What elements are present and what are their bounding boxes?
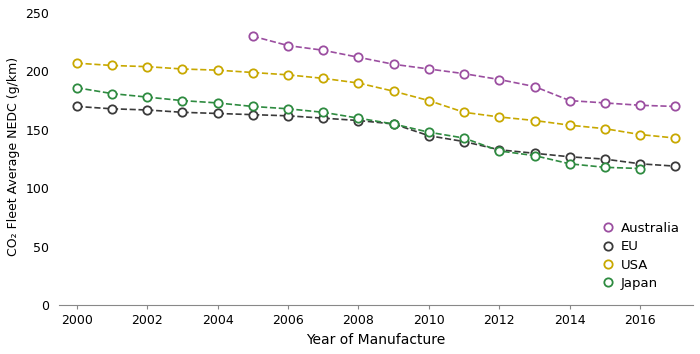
Japan xyxy=(73,86,81,90)
Australia xyxy=(601,101,609,105)
Japan xyxy=(389,122,398,126)
USA xyxy=(495,115,503,119)
USA xyxy=(636,132,645,137)
Japan xyxy=(108,91,116,96)
Australia xyxy=(354,55,363,59)
Australia xyxy=(460,72,468,76)
Australia xyxy=(389,62,398,67)
Australia xyxy=(425,67,433,71)
EU xyxy=(566,155,574,159)
Australia xyxy=(495,78,503,82)
EU xyxy=(143,108,151,112)
USA xyxy=(460,110,468,114)
Japan xyxy=(460,136,468,140)
Australia xyxy=(636,103,645,107)
EU xyxy=(354,118,363,122)
Japan xyxy=(284,107,292,111)
Australia xyxy=(531,84,539,88)
EU xyxy=(319,116,328,120)
USA xyxy=(531,118,539,122)
Japan xyxy=(636,166,645,171)
EU xyxy=(284,114,292,118)
Y-axis label: CO₂ Fleet Average NEDC (g/km): CO₂ Fleet Average NEDC (g/km) xyxy=(7,57,20,256)
EU xyxy=(460,139,468,144)
Japan xyxy=(601,165,609,170)
Japan xyxy=(354,116,363,120)
USA xyxy=(284,73,292,77)
USA xyxy=(108,63,116,68)
EU xyxy=(178,110,187,114)
Line: Japan: Japan xyxy=(73,84,645,173)
USA xyxy=(178,67,187,71)
USA xyxy=(354,81,363,85)
USA xyxy=(143,64,151,69)
Australia xyxy=(671,104,680,109)
Australia xyxy=(248,34,257,38)
USA xyxy=(425,98,433,103)
Japan xyxy=(566,162,574,166)
Japan xyxy=(248,104,257,109)
USA xyxy=(248,70,257,75)
Japan xyxy=(319,110,328,114)
Line: EU: EU xyxy=(73,102,680,170)
Japan xyxy=(143,95,151,99)
Australia xyxy=(284,44,292,48)
EU xyxy=(425,133,433,138)
Line: USA: USA xyxy=(73,59,680,142)
EU xyxy=(601,157,609,161)
USA xyxy=(389,89,398,93)
Japan xyxy=(531,154,539,158)
Legend: Australia, EU, USA, Japan: Australia, EU, USA, Japan xyxy=(603,222,680,290)
EU xyxy=(671,164,680,168)
EU xyxy=(389,122,398,126)
USA xyxy=(73,61,81,65)
USA xyxy=(319,76,328,80)
EU xyxy=(495,148,503,152)
Japan xyxy=(178,98,187,103)
USA xyxy=(671,136,680,140)
USA xyxy=(214,68,222,72)
EU xyxy=(248,113,257,117)
Japan xyxy=(495,149,503,153)
Japan xyxy=(214,101,222,105)
EU xyxy=(108,107,116,111)
Line: Australia: Australia xyxy=(248,32,680,110)
EU xyxy=(214,112,222,116)
EU xyxy=(73,104,81,109)
Japan xyxy=(425,130,433,134)
X-axis label: Year of Manufacture: Year of Manufacture xyxy=(307,333,446,347)
USA xyxy=(601,127,609,131)
EU xyxy=(531,151,539,155)
Australia xyxy=(566,98,574,103)
USA xyxy=(566,123,574,127)
EU xyxy=(636,162,645,166)
Australia xyxy=(319,48,328,52)
